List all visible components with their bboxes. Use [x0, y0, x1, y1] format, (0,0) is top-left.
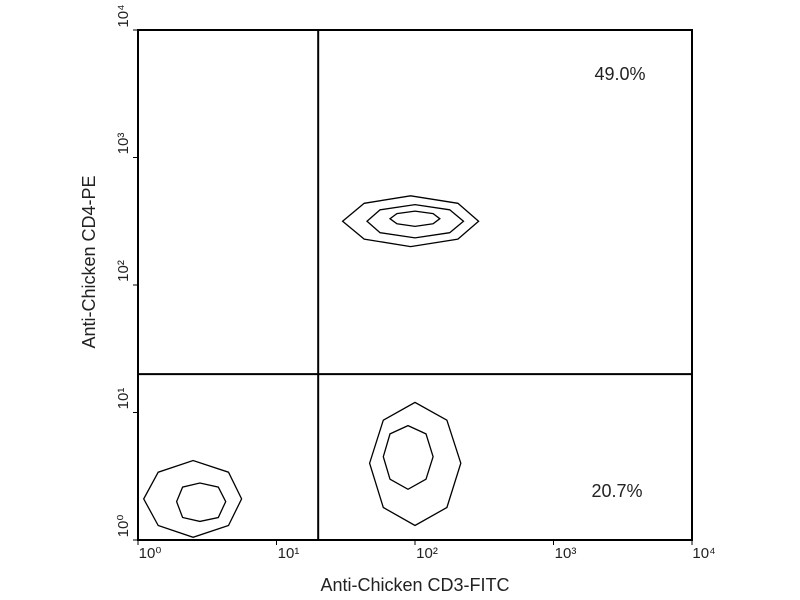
contour-ring: [175, 482, 227, 523]
y-tick-label: 10⁴: [115, 4, 132, 27]
x-tick-label: 10³: [555, 545, 577, 562]
plot-frame: [137, 29, 693, 541]
y-tick-label: 10²: [115, 260, 132, 282]
contour-ring: [341, 195, 480, 248]
x-tick-label: 10⁰: [139, 545, 162, 562]
contour-ring: [368, 401, 462, 527]
y-tick-label: 10⁰: [115, 515, 132, 538]
contour-ring: [382, 424, 434, 491]
quadrant-percent: 49.0%: [594, 64, 645, 84]
contour-ring: [388, 210, 441, 228]
y-axis-label: Anti-Chicken CD4-PE: [79, 175, 99, 348]
x-tick-label: 10⁴: [692, 545, 715, 562]
quadrant-percent: 20.7%: [591, 481, 642, 501]
y-tick-label: 10³: [115, 133, 132, 155]
x-tick-label: 10²: [416, 545, 438, 562]
x-tick-label: 10¹: [278, 545, 300, 562]
x-axis-label: Anti-Chicken CD3-FITC: [320, 575, 509, 595]
y-tick-label: 10¹: [115, 388, 132, 410]
contour-ring: [142, 459, 243, 538]
contour-ring: [366, 203, 465, 239]
